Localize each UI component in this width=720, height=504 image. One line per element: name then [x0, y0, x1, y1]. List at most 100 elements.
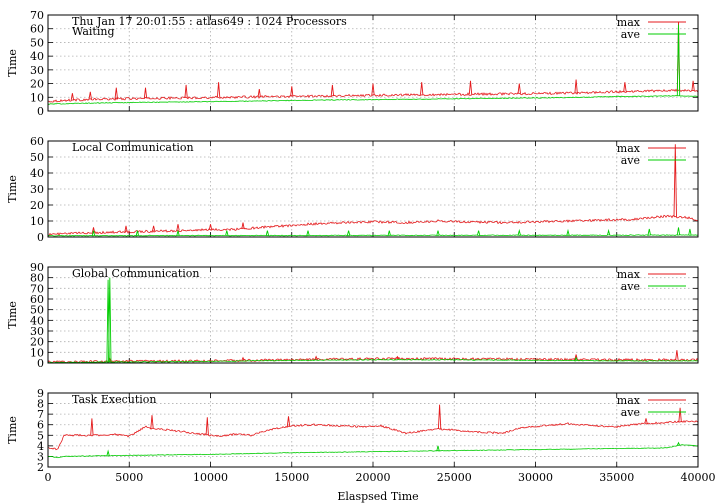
series-spike-max — [673, 144, 677, 217]
series-spike-ave — [606, 228, 611, 236]
series-spike-max — [517, 83, 521, 94]
y-tick-label: 40 — [30, 167, 44, 180]
legend-label-max: max — [617, 16, 641, 29]
y-axis-label: Time — [6, 301, 19, 329]
y-tick-label: 8 — [37, 398, 44, 411]
series-spike-ave — [566, 228, 570, 236]
panel-title: Local Communication — [72, 141, 194, 154]
series-line-max — [47, 419, 699, 451]
shared-x-axis: 0 5000 10000 15000 20000 25000 30000 35000 40000 — [45, 471, 716, 484]
series-spike-max — [208, 224, 213, 230]
series-line-max — [47, 214, 699, 237]
series-spike-ave — [306, 230, 310, 236]
y-tick-label: 40 — [30, 50, 44, 63]
plot-frame — [47, 266, 699, 364]
series-spike-ave — [436, 445, 440, 451]
series-spike-max — [151, 225, 156, 232]
y-tick-label: 6 — [37, 419, 44, 432]
x-tick-label: 15000 — [274, 471, 309, 484]
y-axis-label: Time — [6, 49, 19, 77]
series-spike-max — [623, 82, 627, 92]
x-tick-label: 35000 — [599, 471, 634, 484]
series-spike-max — [644, 418, 648, 424]
series-spike-max — [675, 350, 679, 360]
series-spike-max — [150, 415, 154, 429]
series-spike-ave — [346, 230, 351, 236]
plot-frame — [47, 14, 699, 112]
y-tick-label: 20 — [30, 78, 44, 91]
y-tick-label: 0 — [37, 357, 44, 370]
series-spike-max — [691, 80, 695, 92]
legend-label-max: max — [617, 394, 641, 407]
plot-frame — [47, 392, 699, 468]
y-tick-label: 10 — [30, 346, 44, 359]
series-spike-max — [241, 356, 245, 361]
series-spike-ave — [476, 230, 481, 236]
series-spike-max — [216, 82, 221, 98]
series-spike-max — [184, 84, 188, 98]
x-tick-label: 20000 — [356, 471, 391, 484]
x-tick-label: 40000 — [681, 471, 716, 484]
x-tick-label: 5000 — [115, 471, 143, 484]
series-spike-ave — [91, 230, 96, 236]
series-line-ave — [47, 444, 699, 459]
y-tick-label: 0 — [37, 231, 44, 244]
legend-label-ave: ave — [621, 280, 640, 293]
chart-panel-2: 0 10 20 30 40 50 60 Local Communication Time maxa… — [6, 135, 699, 244]
y-tick-label: 80 — [30, 272, 44, 285]
y-tick-label: 30 — [30, 183, 44, 196]
y-tick-label: 50 — [30, 151, 44, 164]
x-tick-label: 25000 — [437, 471, 472, 484]
y-tick-label: 7 — [37, 408, 44, 421]
series-line-max — [47, 88, 699, 103]
series-line-ave — [47, 95, 699, 105]
series-spike-max — [314, 355, 318, 360]
series-spike-max — [91, 227, 96, 233]
series-spike-ave — [676, 441, 681, 446]
series-spike-max — [678, 407, 682, 422]
y-tick-label: 70 — [30, 282, 44, 295]
y-tick-label: 10 — [30, 215, 44, 228]
x-axis-label: Elaspsed Time — [337, 490, 418, 503]
plot-frame — [47, 140, 699, 238]
panel-title: Thu Jan 17 20:01:55 : atlas649 : 1024 Pr… — [72, 15, 347, 28]
series-spike-max — [205, 417, 209, 435]
series-spike-ave — [688, 228, 692, 236]
series-spike-max — [114, 87, 118, 99]
panel-title: Global Communication — [72, 267, 200, 280]
y-tick-label: 30 — [30, 325, 44, 338]
series-spike-ave — [106, 449, 110, 456]
series-spike-max — [143, 87, 148, 99]
series-spike-max — [395, 355, 399, 359]
series-spike-ave — [108, 277, 112, 363]
x-tick-label: 30000 — [518, 471, 553, 484]
x-tick-label: 10000 — [193, 471, 228, 484]
series-spike-ave — [265, 230, 270, 236]
y-tick-label: 10 — [30, 91, 44, 104]
series-spike-max — [574, 354, 578, 360]
y-tick-label: 2 — [37, 461, 44, 474]
series-spike-max — [88, 91, 92, 100]
series-spike-ave — [676, 24, 681, 96]
y-tick-label: 3 — [37, 450, 44, 463]
y-tick-label: 20 — [30, 336, 44, 349]
series-spike-ave — [574, 356, 578, 361]
legend-label-max: max — [617, 142, 641, 155]
y-tick-label: 90 — [30, 261, 44, 274]
series-spike-ave — [676, 227, 681, 236]
y-tick-label: 60 — [30, 135, 44, 148]
series-spike-ave — [387, 230, 391, 236]
y-tick-label: 70 — [30, 9, 44, 22]
panel-subtitle: Waiting — [72, 25, 115, 38]
series-spike-max — [70, 93, 75, 101]
series-spike-max — [330, 84, 335, 96]
series-spike-max — [468, 80, 473, 95]
x-tick-label: 0 — [45, 471, 52, 484]
y-tick-label: 0 — [37, 105, 44, 118]
legend-label-ave: ave — [621, 406, 640, 419]
y-tick-label: 5 — [37, 429, 44, 442]
y-tick-label: 60 — [30, 293, 44, 306]
